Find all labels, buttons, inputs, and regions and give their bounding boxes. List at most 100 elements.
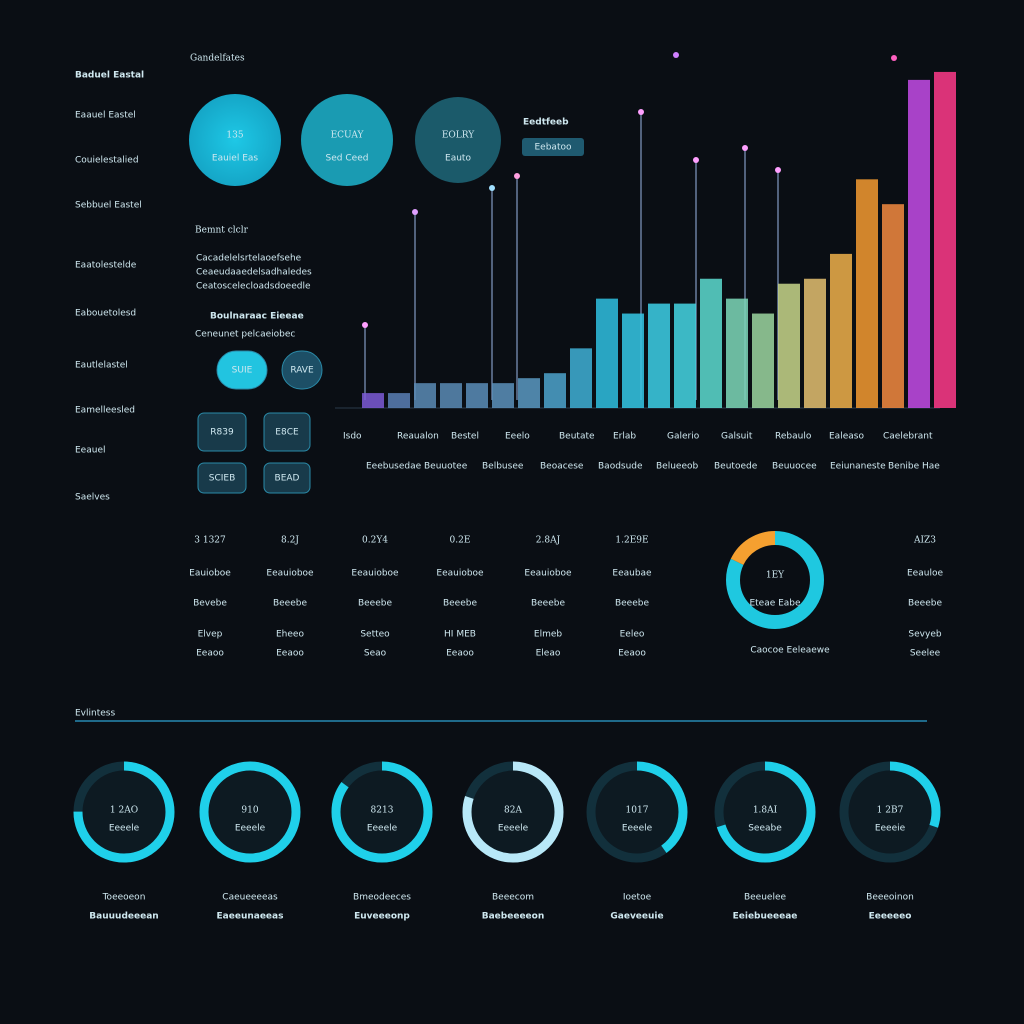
ring-subtitle: Eaeeunaeeas [217, 912, 284, 922]
stat-value: 2.8AJ [536, 536, 561, 546]
nav-item[interactable]: Eautlelastel [75, 361, 128, 371]
panel-subtitle: Boulnaraac Eieeae [210, 312, 304, 322]
bar [674, 303, 696, 408]
panel-button-label[interactable]: R839 [210, 428, 234, 438]
panel-subline: Ceneunet pelcaeiobec [195, 330, 295, 340]
x-category: Eeelo [505, 432, 530, 442]
bar [518, 378, 540, 408]
ring-label: Eeeele [109, 824, 140, 834]
bar [882, 204, 904, 408]
donut-caption: Eteae Eabe [749, 599, 801, 609]
panel-button-label[interactable]: E8CE [275, 428, 299, 438]
ring-label: Eeeeie [875, 824, 906, 834]
brand: Baduel Eastal [75, 71, 144, 81]
panel-button[interactable] [281, 350, 323, 390]
ring-progress [462, 761, 564, 863]
stat-tag: Beeebe [358, 599, 392, 609]
donut-footer: Caocoe Eeleaewe [750, 646, 830, 656]
panel-button[interactable] [197, 412, 247, 452]
nav-item[interactable]: Eaauel Eastel [75, 111, 136, 121]
panel-button-label[interactable]: SUIE [232, 366, 253, 376]
ring-value: 1.8AI [753, 806, 778, 816]
panel-button-label[interactable]: RAVE [290, 366, 314, 376]
kpi-circle [301, 94, 393, 186]
ring-value: 910 [241, 806, 258, 816]
title: Gandelfates [190, 54, 245, 64]
stat-b: Eleao [536, 649, 561, 659]
x-category: Bestel [451, 432, 479, 442]
stat-label: Eeauioboe [524, 569, 572, 579]
tag-title: Eedtfeeb [523, 118, 569, 128]
x-subcategory: Beoacese [540, 462, 584, 472]
kpi-value: ECUAY [331, 131, 365, 141]
nav-item[interactable]: Eaatolestelde [75, 261, 137, 271]
right-stat-a: Sevyeb [908, 630, 941, 640]
tag-button-label[interactable]: Eebatoo [535, 143, 572, 153]
stat-value: 1.2E9E [615, 536, 648, 546]
x-subcategory: Belueeob [656, 462, 698, 472]
stat-label: Eeauioboe [351, 569, 399, 579]
kpi-circle [415, 97, 501, 183]
ring-subtitle: Baebeeeeon [482, 912, 545, 922]
panel-button-label[interactable]: SCIEB [209, 474, 236, 484]
stat-tag: Beeebe [443, 599, 477, 609]
panel-button-label[interactable]: BEAD [275, 474, 300, 484]
stat-b: Seao [364, 649, 387, 659]
tag-button[interactable] [522, 138, 584, 156]
nav-item[interactable]: Eabouetolesd [75, 309, 136, 319]
stat-tag: Beeebe [273, 599, 307, 609]
ring-title: Ioetoe [623, 893, 652, 903]
ring-label: Eeeele [498, 824, 529, 834]
x-category: Galerio [667, 432, 700, 442]
nav-item[interactable]: Couielestalied [75, 156, 139, 166]
ring-subtitle: Eeiebueeeae [733, 912, 798, 922]
x-category: Caelebrant [883, 432, 933, 442]
donut-label: 1EY [766, 571, 785, 581]
stat-value: 0.2Y4 [362, 536, 388, 546]
x-subcategory: Belbusee [482, 462, 524, 472]
ring-progress [586, 761, 688, 863]
panel-button[interactable] [263, 412, 311, 452]
panel-button[interactable] [263, 462, 311, 494]
stat-value: 8.2J [281, 536, 299, 546]
bar [726, 298, 748, 408]
ring-title: Beeecom [492, 893, 534, 903]
bar [934, 71, 956, 408]
bar [908, 79, 930, 408]
bar [622, 313, 644, 408]
bar [830, 253, 852, 408]
kpi-value: EOLRY [442, 131, 475, 141]
bar [648, 303, 670, 408]
x-subcategory: Benibe Hae [888, 462, 940, 472]
panel-line: Ceaeudaaedelsadhaledes [196, 268, 312, 278]
kpi-label: Eauto [445, 154, 471, 164]
nav-item[interactable]: Sebbuel Eastel [75, 201, 142, 211]
x-subcategory: Beuuotee [424, 462, 468, 472]
stat-label: Eauioboe [189, 569, 231, 579]
section-title: Evlintess [75, 709, 115, 719]
ring-title: Toeeoeon [102, 893, 146, 903]
ring-title: Beeuelee [744, 893, 787, 903]
ring-title: Bmeodeeces [353, 893, 411, 903]
nav-item[interactable]: Eeauel [75, 446, 105, 456]
kpi-label: Sed Ceed [326, 154, 369, 164]
x-category: Galsuit [721, 432, 753, 442]
x-category: Reaualon [397, 432, 439, 442]
nav-item[interactable]: Eamelleesled [75, 406, 135, 416]
stat-label: Eeaubae [612, 569, 652, 579]
panel-title: Bemnt clclr [195, 226, 249, 236]
x-category: Beutate [559, 432, 595, 442]
stat-b: Eeaoo [196, 649, 224, 659]
ring-label: Seeabe [748, 824, 782, 834]
nav-item[interactable]: Saelves [75, 493, 110, 503]
ring-label: Eeeele [367, 824, 398, 834]
stat-a: Eheeo [276, 630, 304, 640]
bar [466, 383, 488, 408]
donut-segment [726, 531, 824, 629]
stat-a: Elmeb [534, 630, 562, 640]
panel-button[interactable] [216, 350, 268, 390]
ring-label: Eeeele [235, 824, 266, 834]
panel-button[interactable] [197, 462, 247, 494]
stat-value: 3 1327 [194, 536, 226, 546]
